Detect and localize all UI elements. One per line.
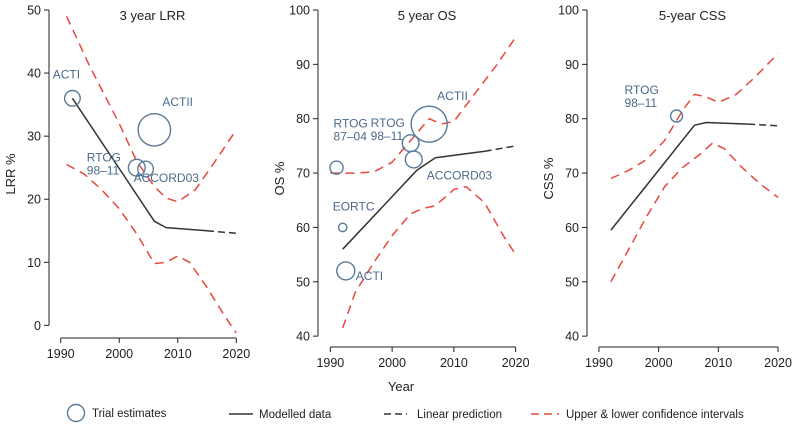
y-tick-label: 100 — [289, 4, 310, 18]
series-lower-confidence-interval — [341, 185, 517, 329]
panel-2: 5 year OS OS % 40 50 60 70 80 90 100 1990 2000 2010… — [272, 4, 530, 371]
x-tick-label: 2020 — [764, 356, 792, 370]
trial-marker — [63, 89, 81, 107]
trial-label: ACTI — [356, 269, 383, 283]
panel-title: 5 year OS — [398, 8, 457, 23]
series-lower-confidence-interval — [66, 163, 237, 334]
series-upper-confidence-interval — [330, 36, 517, 174]
y-tick-label: 60 — [565, 221, 579, 235]
y-tick-label: 70 — [296, 167, 310, 181]
x-tick-label: 1990 — [585, 356, 613, 370]
trial-marker — [404, 150, 423, 169]
y-tick-label: 70 — [565, 167, 579, 181]
trial-marker — [137, 112, 172, 147]
trial-marker — [329, 160, 344, 175]
trial-label: RTOG 98–11 — [87, 151, 121, 178]
y-axis-label: LRR % — [3, 153, 18, 195]
trial-marker — [337, 222, 348, 233]
series-modelled-data — [610, 121, 749, 231]
trial-marker — [137, 160, 155, 178]
panel-title: 3 year LRR — [120, 8, 186, 23]
trial-label: ACCORD03 — [427, 168, 493, 182]
series-upper-confidence-interval — [610, 52, 779, 180]
trial-label: ACTI — [53, 67, 80, 81]
x-tick-label: 1990 — [316, 356, 344, 370]
x-tick-label: 2010 — [704, 356, 732, 370]
trial-label: EORTC — [333, 199, 375, 213]
panel-title: 5-year CSS — [659, 8, 727, 23]
y-tick-label: 90 — [296, 58, 310, 72]
y-tick-label: 40 — [565, 330, 579, 344]
trial-label: ACTII — [437, 89, 468, 103]
x-tick-label: 2000 — [378, 356, 406, 370]
y-tick-label: 50 — [565, 275, 579, 289]
y-tick-label: 40 — [296, 330, 310, 344]
legend-model-label: Modelled data — [259, 409, 332, 421]
y-tick-label: 80 — [565, 112, 579, 126]
trial-label: ACCORD03 — [134, 171, 200, 185]
x-tick-label: 2000 — [105, 347, 133, 361]
series-linear-prediction — [206, 230, 237, 235]
y-tick-label: 30 — [27, 130, 41, 144]
x-tick-label: 2000 — [645, 356, 673, 370]
x-tick-label: 2020 — [222, 347, 250, 361]
trial-marker — [336, 261, 356, 281]
legend-trial-symbol — [66, 403, 86, 423]
trial-marker — [127, 158, 146, 177]
y-axis-label: CSS % — [541, 157, 556, 199]
legend-ci-label: Upper & lower confidence intervals — [566, 409, 744, 421]
x-tick-label: 2020 — [502, 356, 530, 370]
y-tick-label: 40 — [27, 67, 41, 81]
x-tick-label: 2010 — [440, 356, 468, 370]
y-tick-label: 50 — [27, 4, 41, 18]
series-linear-prediction — [484, 145, 516, 153]
y-tick-label: 0 — [34, 319, 41, 333]
legend: Trial estimates Modelled data Linear pre… — [66, 403, 744, 423]
x-axis-label: Year — [388, 379, 415, 394]
trial-label: ACTII — [162, 95, 193, 109]
y-tick-label: 20 — [27, 193, 41, 207]
trial-label: RTOG 98–11 — [371, 116, 405, 143]
y-tick-label: 60 — [296, 221, 310, 235]
y-tick-label: 100 — [558, 4, 579, 18]
x-tick-label: 2010 — [164, 347, 192, 361]
legend-linear-label: Linear prediction — [417, 409, 502, 421]
trial-label: RTOG 87–04 — [334, 117, 368, 144]
trial-marker — [669, 109, 684, 123]
series-modelled-data — [71, 97, 208, 232]
series-lower-confidence-interval — [610, 142, 779, 283]
y-tick-label: 80 — [296, 112, 310, 126]
x-tick-label: 1990 — [47, 347, 75, 361]
panel-3: 5-year CSS CSS % 40 50 60 70 80 90 100 1990 2000 20… — [541, 4, 792, 371]
series-linear-prediction — [748, 123, 779, 127]
y-tick-label: 50 — [296, 275, 310, 289]
y-axis-label: OS % — [272, 161, 287, 195]
series-upper-confidence-interval — [65, 15, 237, 203]
legend-trial-label: Trial estimates — [92, 408, 167, 420]
y-tick-label: 90 — [565, 58, 579, 72]
trial-marker — [410, 105, 448, 143]
y-tick-label: 10 — [27, 256, 41, 270]
series-modelled-data — [342, 150, 485, 250]
trial-label: RTOG 98–11 — [625, 83, 659, 110]
panel-1: 3 year LRR LRR % 0 10 20 30 40 50 1990 2000 2010 20… — [3, 4, 250, 362]
